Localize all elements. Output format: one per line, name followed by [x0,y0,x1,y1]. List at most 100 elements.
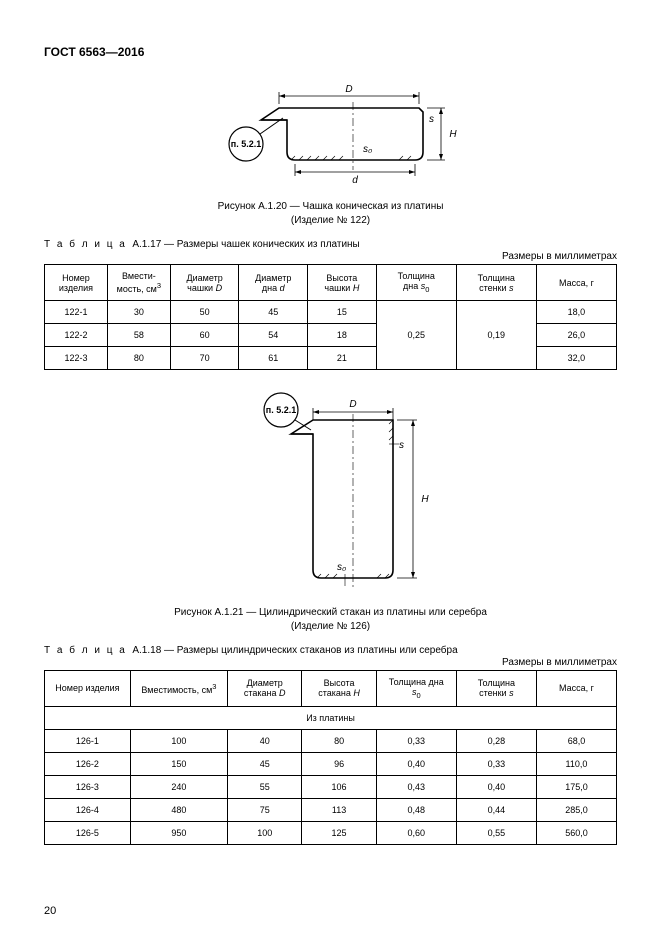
fig2-cap-line2: (Изделие № 126) [291,621,370,632]
cell: 240 [130,775,227,798]
t2h7: Масса, г [536,671,616,707]
page: ГОСТ 6563—2016 D [0,0,661,935]
cell: 100 [228,821,302,844]
t2h4: Высотастакана H [302,671,376,707]
table1-title-row: Т а б л и ц а А.1.17 — Размеры чашек кон… [44,239,617,250]
table1-title: Т а б л и ц а А.1.17 — Размеры чашек кон… [44,239,360,250]
t1h2: Вмести-мость, см3 [107,265,170,301]
cell: 45 [228,752,302,775]
cell: 125 [302,821,376,844]
dim-d: d [352,175,358,186]
t2h5: Толщина днаs0 [376,671,456,707]
cell: 0,44 [456,798,536,821]
dim-H: H [449,129,457,140]
page-number: 20 [44,905,56,917]
table2-title: Т а б л и ц а А.1.18 — Размеры цилиндрич… [44,645,458,656]
cell: 126-2 [45,752,131,775]
t1h6: Толщинадна s0 [376,265,456,301]
fig1-cap-line1: Рисунок А.1.20 — Чашка коническая из пла… [218,201,444,212]
cell: 150 [130,752,227,775]
figure-2: D [44,390,617,600]
cell: 100 [130,729,227,752]
table-row: 126-3 240 55 106 0,43 0,40 175,0 [45,775,617,798]
cell-merged: 0,19 [456,301,536,370]
dim2-H: H [421,494,429,505]
dim2-s0: s₀ [337,562,346,573]
t2h6: Толщинастенки s [456,671,536,707]
cell: 18 [308,324,377,347]
cup-diagram: D d [201,74,461,194]
cell: 55 [228,775,302,798]
cell: 126-3 [45,775,131,798]
cell: 68,0 [536,729,616,752]
cell: 0,40 [456,775,536,798]
t2h2: Вместимость, см3 [130,671,227,707]
t2h3: Диаметрстакана D [228,671,302,707]
cell: 96 [302,752,376,775]
cell: 18,0 [536,301,616,324]
figure-1-caption: Рисунок А.1.20 — Чашка коническая из пла… [44,200,617,227]
table2-title-row: Т а б л и ц а А.1.18 — Размеры цилиндрич… [44,645,617,656]
cell: 106 [302,775,376,798]
cell: 61 [239,347,308,370]
figure-2-caption: Рисунок А.1.21 — Цилиндрический стакан и… [44,606,617,633]
cell: 58 [107,324,170,347]
t2h1: Номер изделия [45,671,131,707]
dim2-s: s [399,440,404,451]
t1-prefix: Т а б л и ц а [44,239,127,250]
table-row: 126-4 480 75 113 0,48 0,44 285,0 [45,798,617,821]
t1h5: Высотачашки H [308,265,377,301]
cell: 126-5 [45,821,131,844]
cell: 126-1 [45,729,131,752]
table-row: 122-1 30 50 45 15 0,25 0,19 18,0 [45,301,617,324]
beaker-diagram: D [221,390,441,600]
table2-section: Из платины [45,706,617,729]
table-2: Номер изделия Вместимость, см3 Диаметрст… [44,670,617,845]
table1-header-row: Номер изделия Вмести-мость, см3 Диаметрч… [45,265,617,301]
cell: 60 [170,324,239,347]
cell: 0,33 [456,752,536,775]
t1h7: Толщинастенки s [456,265,536,301]
dim-s0: s₀ [363,144,372,155]
t2-prefix: Т а б л и ц а [44,645,127,656]
cell: 70 [170,347,239,370]
cell: 0,43 [376,775,456,798]
cell: 21 [308,347,377,370]
t1h3: Диаметрчашки D [170,265,239,301]
cell: 480 [130,798,227,821]
cell: 54 [239,324,308,347]
cell: 0,48 [376,798,456,821]
cell: 26,0 [536,324,616,347]
dim-D: D [345,84,352,95]
cell: 15 [308,301,377,324]
cell: 560,0 [536,821,616,844]
t1-rest: А.1.17 — Размеры чашек конических из пла… [132,239,359,250]
cell: 113 [302,798,376,821]
table2-header-row: Номер изделия Вместимость, см3 Диаметрст… [45,671,617,707]
section-cell: Из платины [45,706,617,729]
cell: 122-2 [45,324,108,347]
cell: 0,28 [456,729,536,752]
t1h8: Масса, г [536,265,616,301]
t2-rest: А.1.18 — Размеры цилиндрических стаканов… [132,645,457,656]
cell: 0,33 [376,729,456,752]
fig1-cap-line2: (Изделие № 122) [291,215,370,226]
cell: 126-4 [45,798,131,821]
cell: 75 [228,798,302,821]
fig2-cap-line1: Рисунок А.1.21 — Цилиндрический стакан и… [174,607,487,618]
cell: 122-1 [45,301,108,324]
cell: 175,0 [536,775,616,798]
cell: 80 [107,347,170,370]
cell: 285,0 [536,798,616,821]
dim2-D: D [349,399,356,410]
cell: 32,0 [536,347,616,370]
t1h4: Диаметрдна d [239,265,308,301]
cell: 0,55 [456,821,536,844]
cell: 30 [107,301,170,324]
callout-label-1: п. 5.2.1 [230,139,260,149]
figure-1: D d [44,74,617,194]
table-1: Номер изделия Вмести-мость, см3 Диаметрч… [44,264,617,370]
cell-merged: 0,25 [376,301,456,370]
t1h1: Номер изделия [45,265,108,301]
cell: 110,0 [536,752,616,775]
